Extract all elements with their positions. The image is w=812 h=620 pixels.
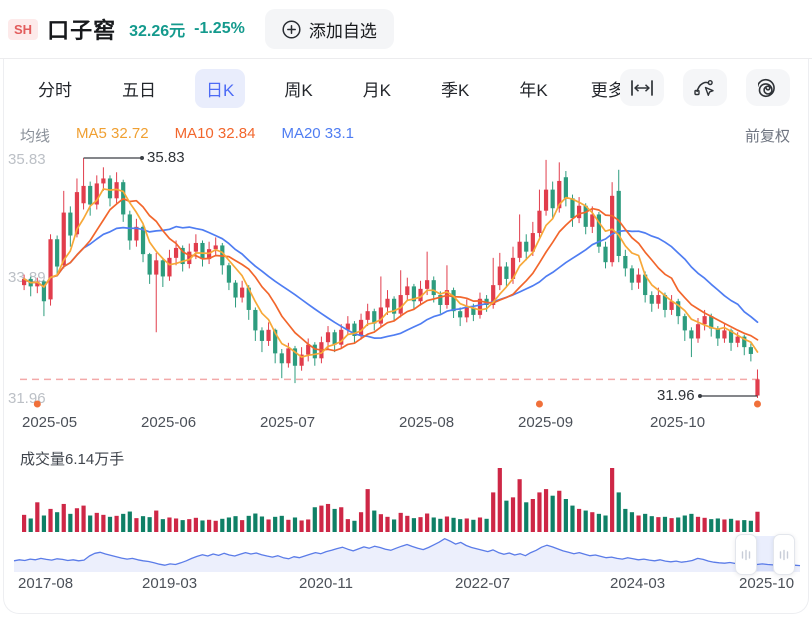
curve-draw-button[interactable]: [683, 69, 727, 106]
month-label: 2025-07: [260, 414, 316, 431]
chart-card-frame: [3, 59, 809, 614]
low-price-annotation: 31.96: [657, 387, 695, 404]
price-adjust-mode[interactable]: 前复权: [744, 128, 790, 145]
ma20-value: MA20 33.1: [281, 125, 354, 142]
exchange-badge: SH: [8, 18, 39, 40]
navigator-date-labels: 2017-08 2019-03 2020-11 2022-07 2024-03 2025-…: [0, 575, 812, 595]
drag-grip-icon: [779, 548, 789, 562]
x-axis-labels: 2025-05 2025-06 2025-07 2025-08 2025-09 2025-…: [0, 414, 812, 434]
ma10-value: MA10 32.84: [174, 125, 256, 142]
stock-name: 口子窖: [47, 18, 117, 43]
tab-1[interactable]: 五日: [122, 81, 156, 100]
month-label: 2025-05: [22, 414, 78, 431]
curve-draw-icon: [694, 79, 716, 97]
month-label: 2025-08: [399, 414, 455, 431]
tab-3[interactable]: 周K: [284, 81, 313, 100]
nav-date-label: 2025-10: [739, 575, 795, 592]
spiral-icon: [758, 78, 778, 98]
range-width-icon: [630, 79, 654, 96]
volume-label: 成交量6.14万手: [20, 451, 125, 468]
tab-0[interactable]: 分时: [38, 81, 72, 100]
nav-date-label: 2017-08: [18, 575, 74, 592]
nav-date-label: 2024-03: [610, 575, 666, 592]
add-watchlist-label: 添加自选: [308, 21, 377, 41]
month-label: 2025-10: [650, 414, 706, 431]
stock-price: 32.26元: [129, 23, 186, 40]
chart-tools: [620, 69, 790, 106]
navigator-left-handle[interactable]: [735, 534, 757, 575]
stock-change-percent: -1.25%: [194, 20, 245, 37]
y-axis-label-high: 35.83: [8, 151, 46, 168]
ma5-value: MA5 32.72: [76, 125, 149, 142]
period-tab-bar: 分时 五日 日K 周K 月K 季K 年K 更多: [27, 69, 645, 108]
month-label: 2025-06: [141, 414, 197, 431]
tab-2[interactable]: 日K: [195, 69, 246, 108]
tab-5[interactable]: 季K: [441, 81, 470, 100]
high-price-annotation: 35.83: [147, 149, 185, 166]
header-divider: [0, 58, 812, 59]
stock-header: SH 口子窖 32.26元 -1.25% 添加自选: [0, 0, 812, 58]
drag-grip-icon: [741, 548, 751, 562]
tab-4[interactable]: 月K: [362, 81, 392, 100]
nav-date-label: 2020-11: [299, 575, 353, 592]
range-width-button[interactable]: [620, 69, 664, 106]
navigator-right-handle[interactable]: [773, 534, 795, 575]
add-watchlist-button[interactable]: 添加自选: [264, 9, 394, 49]
nav-date-label: 2022-07: [455, 575, 511, 592]
month-label: 2025-09: [518, 414, 574, 431]
ma-legend-row: 均线 MA5 32.72 MA10 32.84 MA20 33.1: [20, 125, 354, 146]
tab-6[interactable]: 年K: [519, 81, 548, 100]
ma-group-label: 均线: [20, 128, 51, 145]
spiral-button[interactable]: [746, 69, 790, 106]
nav-date-label: 2019-03: [142, 575, 198, 592]
plus-circle-icon: [282, 19, 301, 39]
